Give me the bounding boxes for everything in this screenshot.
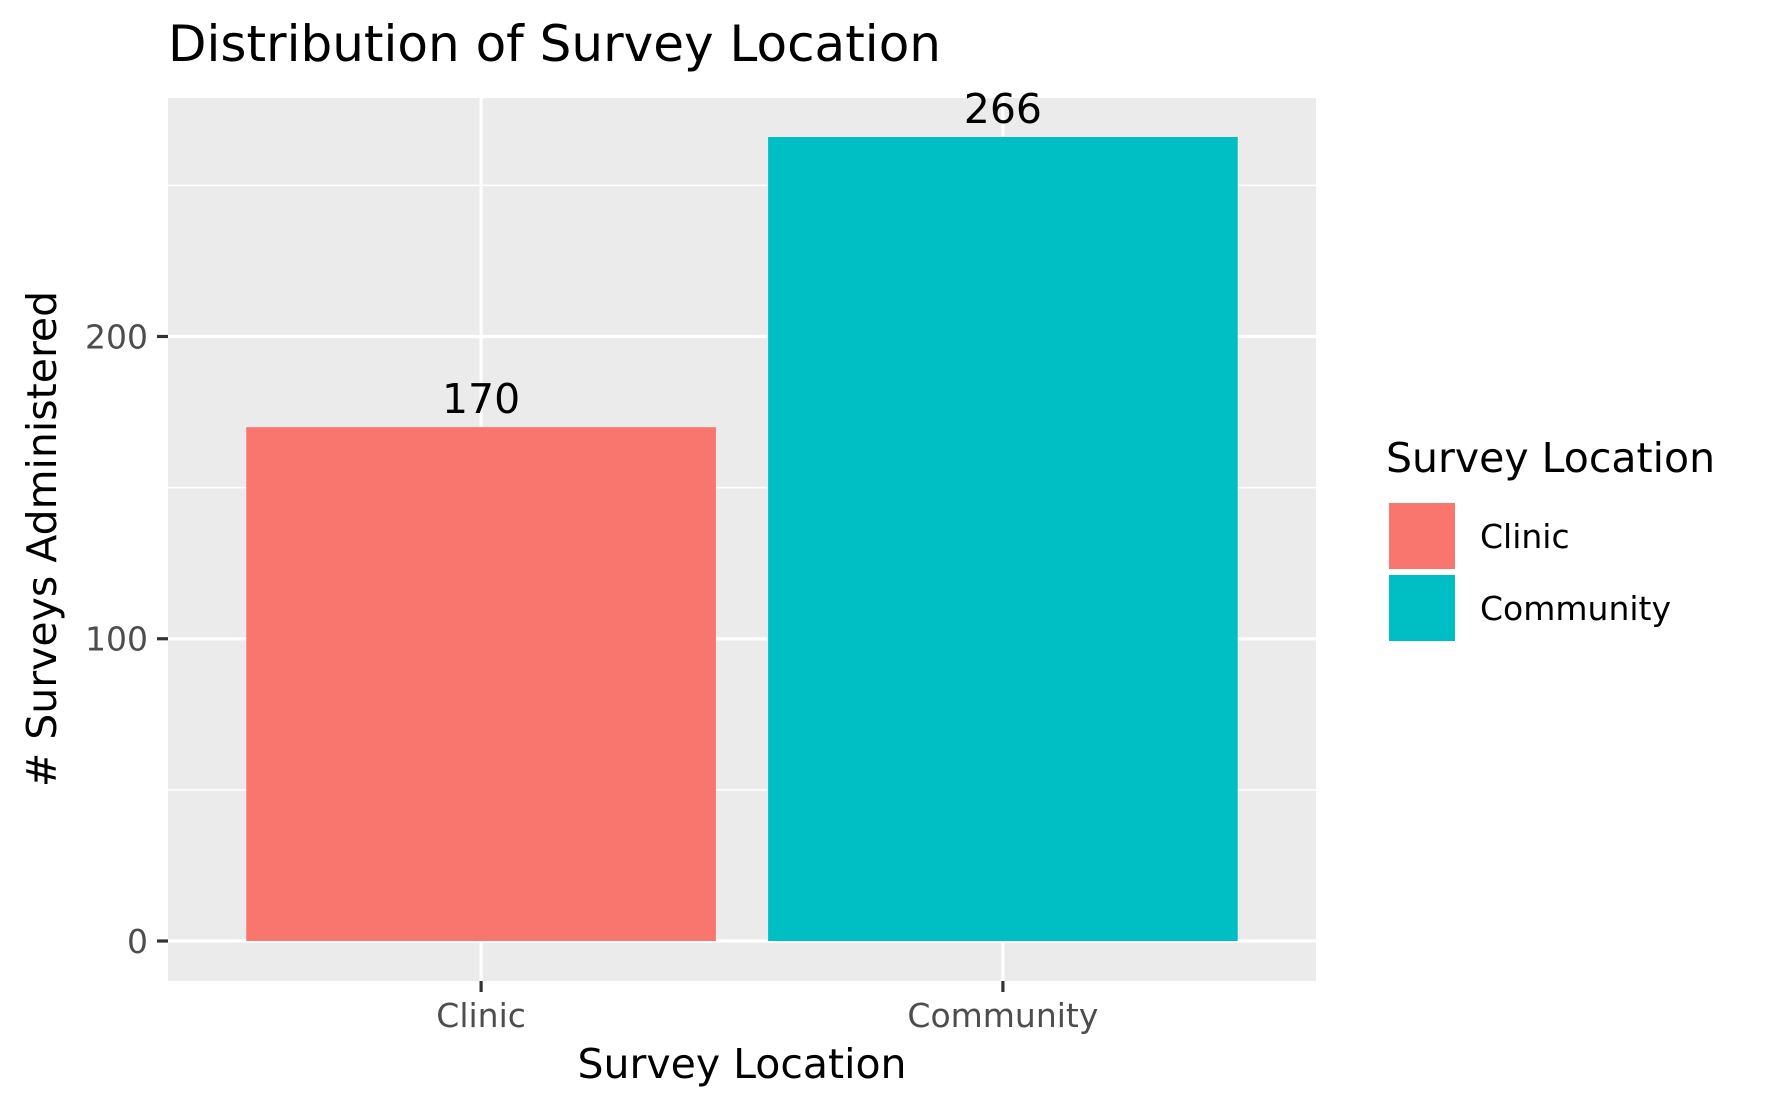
bar-value-label: 266: [964, 85, 1042, 133]
chart-title: Distribution of Survey Location: [168, 15, 941, 73]
x-tick-label: Clinic: [436, 996, 526, 1035]
bars: [246, 137, 1238, 941]
legend-key-community: [1387, 573, 1457, 643]
bar-community: [768, 137, 1238, 941]
legend: Survey Location Clinic Community: [1386, 434, 1715, 643]
legend-title: Survey Location: [1386, 434, 1715, 482]
bar-value-label: 170: [442, 375, 520, 423]
bar-clinic: [246, 427, 716, 941]
bar-value-labels: 170 266: [442, 85, 1042, 423]
x-axis-title: Survey Location: [577, 1040, 906, 1088]
legend-label: Community: [1480, 589, 1671, 628]
y-axis-title: # Surveys Administered: [18, 291, 66, 787]
legend-key-clinic: [1387, 501, 1457, 571]
y-tick-label: 200: [85, 317, 148, 356]
legend-label: Clinic: [1480, 517, 1570, 556]
y-tick-label: 0: [127, 922, 148, 961]
y-axis: 0 100 200: [85, 317, 168, 961]
legend-items: Clinic Community: [1387, 501, 1671, 643]
x-axis: Clinic Community: [436, 981, 1098, 1035]
y-tick-label: 100: [85, 620, 148, 659]
x-tick-label: Community: [907, 996, 1098, 1035]
